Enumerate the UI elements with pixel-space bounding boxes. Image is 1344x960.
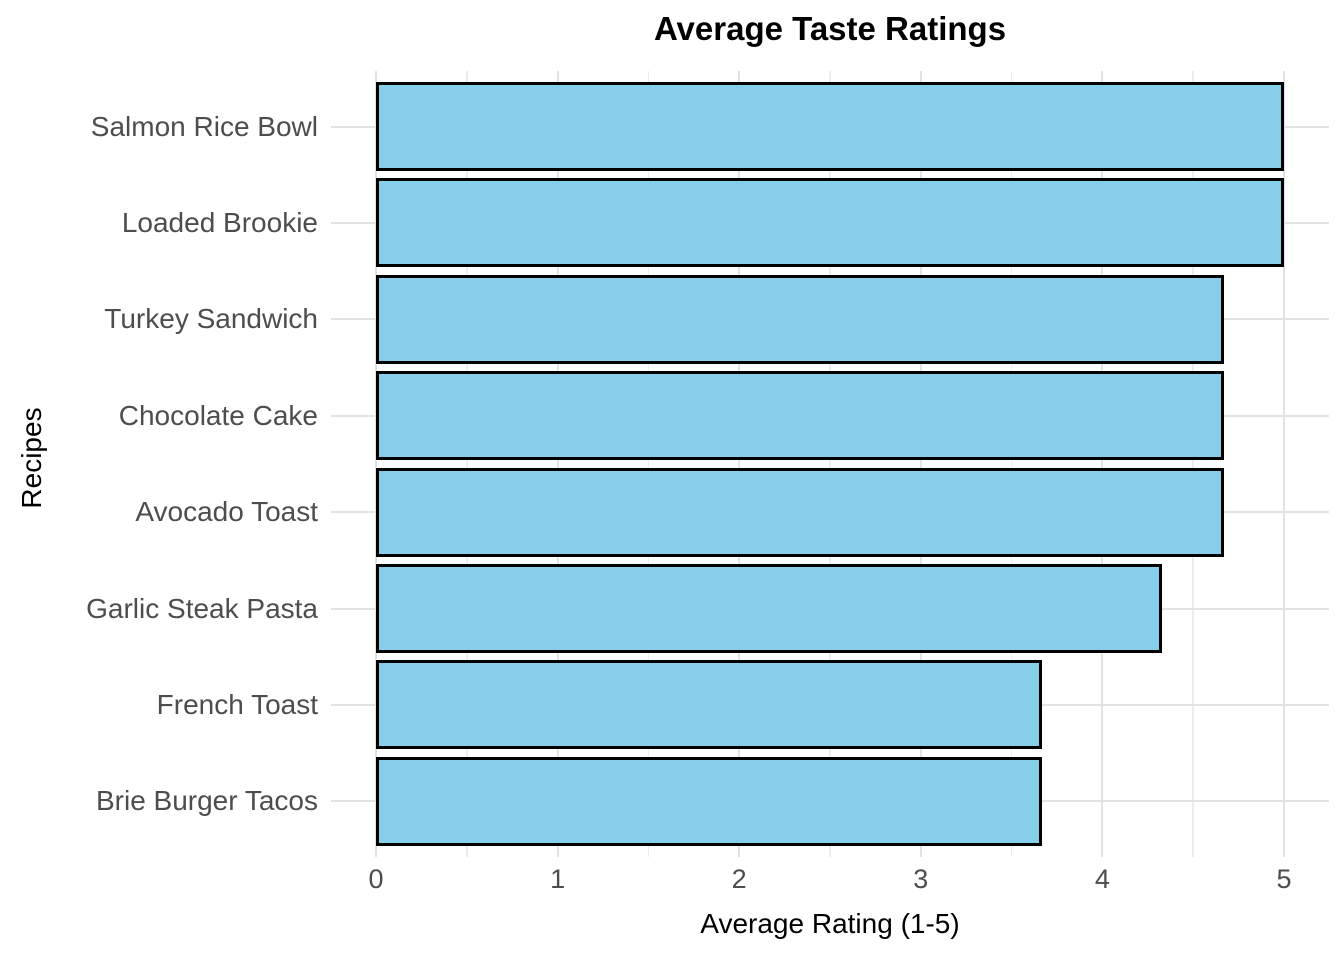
y-tick-label: Turkey Sandwich: [104, 303, 318, 335]
y-tick-label: Chocolate Cake: [118, 399, 318, 431]
gridline-x-major: [919, 71, 922, 857]
x-axis-title: Average Rating (1-5): [700, 908, 960, 939]
plot-panel: [330, 71, 1330, 857]
gridline-x-minor: [1010, 71, 1013, 857]
gridline-x-major: [374, 71, 377, 857]
x-tick-label: 3: [913, 864, 929, 894]
bar: [375, 178, 1284, 268]
x-tick-label: 4: [1094, 864, 1110, 894]
y-tick-label: Avocado Toast: [135, 496, 318, 528]
gridline-x-minor: [647, 71, 650, 857]
y-tick-label: Loaded Brookie: [121, 206, 318, 238]
gridline-x-minor: [1192, 71, 1194, 857]
bar: [375, 660, 1043, 750]
y-tick-label: Garlic Steak Pasta: [86, 592, 318, 624]
gridline-x-major: [556, 71, 559, 857]
y-tick-label: Brie Burger Tacos: [95, 785, 318, 817]
x-tick-label: 2: [731, 864, 747, 894]
x-tick-label: 0: [368, 864, 384, 894]
y-tick-label: Salmon Rice Bowl: [90, 110, 318, 142]
bar: [375, 371, 1225, 461]
bar: [375, 564, 1163, 653]
bar: [375, 274, 1225, 364]
x-tick-label: 1: [550, 864, 566, 894]
gridline-x-minor: [829, 71, 831, 857]
x-tick-label: 5: [1276, 864, 1292, 894]
gridline-x-major: [738, 71, 741, 857]
bar: [375, 467, 1225, 557]
gridline-x-major: [1282, 71, 1285, 857]
gridline-x-minor: [465, 71, 468, 857]
chart-title: Average Taste Ratings: [653, 10, 1007, 47]
bar: [375, 82, 1284, 171]
y-tick-label: French Toast: [156, 688, 318, 720]
bar: [375, 756, 1043, 846]
gridline-x-major: [1101, 71, 1104, 857]
